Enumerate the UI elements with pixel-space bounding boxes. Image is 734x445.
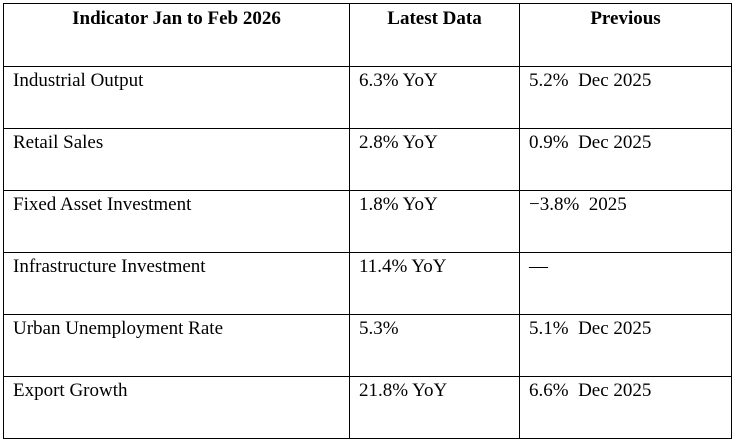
table-cell: 11.4% YoY <box>349 252 520 315</box>
table-cell: −3.8% 2025 <box>519 190 732 253</box>
table-row: Fixed Asset Investment 1.8% YoY −3.8% 2025 <box>3 190 732 253</box>
table-cell: — <box>519 252 732 315</box>
table-cell: 5.1% Dec 2025 <box>519 314 732 377</box>
table-cell: 2.8% YoY <box>349 128 520 191</box>
table-cell: 0.9% Dec 2025 <box>519 128 732 191</box>
table-cell: 5.3% <box>349 314 520 377</box>
table-cell: 6.6% Dec 2025 <box>519 376 732 439</box>
table-cell: Infrastructure Investment <box>3 252 350 315</box>
table-cell: Fixed Asset Investment <box>3 190 350 253</box>
table-cell: 1.8% YoY <box>349 190 520 253</box>
table-row: Export Growth 21.8% YoY 6.6% Dec 2025 <box>3 376 732 439</box>
table-row: Retail Sales 2.8% YoY 0.9% Dec 2025 <box>3 128 732 191</box>
table-cell: 6.3% YoY <box>349 66 520 129</box>
table-cell: Urban Unemployment Rate <box>3 314 350 377</box>
table-body: Industrial Output 6.3% YoY 5.2% Dec 2025 Re… <box>3 66 732 439</box>
table-cell: 21.8% YoY <box>349 376 520 439</box>
header-row: Indicator Jan to Feb 2026 Latest Data Prev… <box>3 3 732 67</box>
table-cell: Industrial Output <box>3 66 350 129</box>
table-row: Industrial Output 6.3% YoY 5.2% Dec 2025 <box>3 66 732 129</box>
header-cell: Indicator Jan to Feb 2026 <box>3 3 350 67</box>
header-cell: Previous <box>519 3 732 67</box>
table-cell: Export Growth <box>3 376 350 439</box>
header-cell: Latest Data <box>349 3 520 67</box>
table-row: Urban Unemployment Rate 5.3% 5.1% Dec 2025 <box>3 314 732 377</box>
table-cell: Retail Sales <box>3 128 350 191</box>
indicator-table: Indicator Jan to Feb 2026 Latest Data Prev… <box>3 3 732 439</box>
table-row: Infrastructure Investment 11.4% YoY — <box>3 252 732 315</box>
table-cell: 5.2% Dec 2025 <box>519 66 732 129</box>
